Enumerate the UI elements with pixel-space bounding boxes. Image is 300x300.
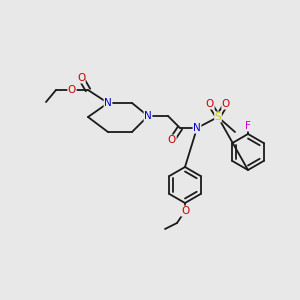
Text: O: O — [68, 85, 76, 95]
Text: O: O — [222, 99, 230, 109]
Text: O: O — [77, 73, 85, 83]
Text: O: O — [168, 135, 176, 145]
Text: N: N — [144, 111, 152, 121]
Text: S: S — [215, 112, 221, 122]
Text: F: F — [245, 121, 251, 131]
Text: O: O — [206, 99, 214, 109]
Text: N: N — [193, 123, 201, 133]
Text: O: O — [181, 206, 189, 216]
Text: N: N — [104, 98, 112, 108]
